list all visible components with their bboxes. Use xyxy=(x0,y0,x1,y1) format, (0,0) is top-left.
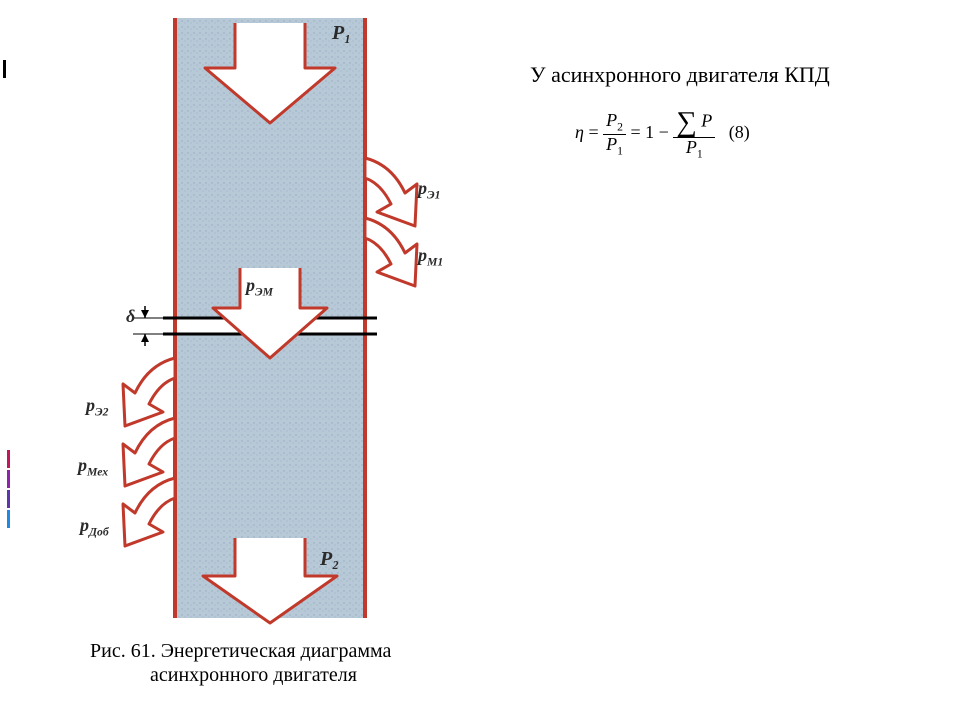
accent-marks-top xyxy=(3,60,6,80)
accent-marks-mid xyxy=(7,450,10,530)
slide: { "accent_marks": { "top": ["#000000"], … xyxy=(0,0,960,720)
label-pe1: pЭ1 xyxy=(418,178,440,202)
frac-sum-p1: ∑ P P1 xyxy=(673,108,715,160)
label-delta: δ xyxy=(126,306,135,327)
equation-number: (8) xyxy=(729,122,750,142)
label-p2: P₂ xyxy=(320,548,339,571)
label-padd: pДоб xyxy=(80,515,109,539)
label-pm1: pМ1 xyxy=(418,245,443,269)
frac-p2-p1: P2 P1 xyxy=(603,111,626,157)
efficiency-title: У асинхронного двигателя КПД xyxy=(530,62,830,88)
label-p1: P₁ xyxy=(332,22,351,45)
label-pem: pЭМ xyxy=(246,275,273,299)
efficiency-formula: η = P2 P1 = 1 − ∑ P P1 (8) xyxy=(575,108,750,160)
caption-line1: Рис. 61. Энергетическая диаграмма xyxy=(90,640,391,663)
label-pmech: pМех xyxy=(78,455,108,479)
eta-symbol: η xyxy=(575,122,584,142)
energy-diagram xyxy=(85,8,445,633)
caption-line2: асинхронного двигателя xyxy=(150,664,357,687)
diagram-svg xyxy=(85,8,445,628)
label-pe2: pЭ2 xyxy=(86,395,108,419)
